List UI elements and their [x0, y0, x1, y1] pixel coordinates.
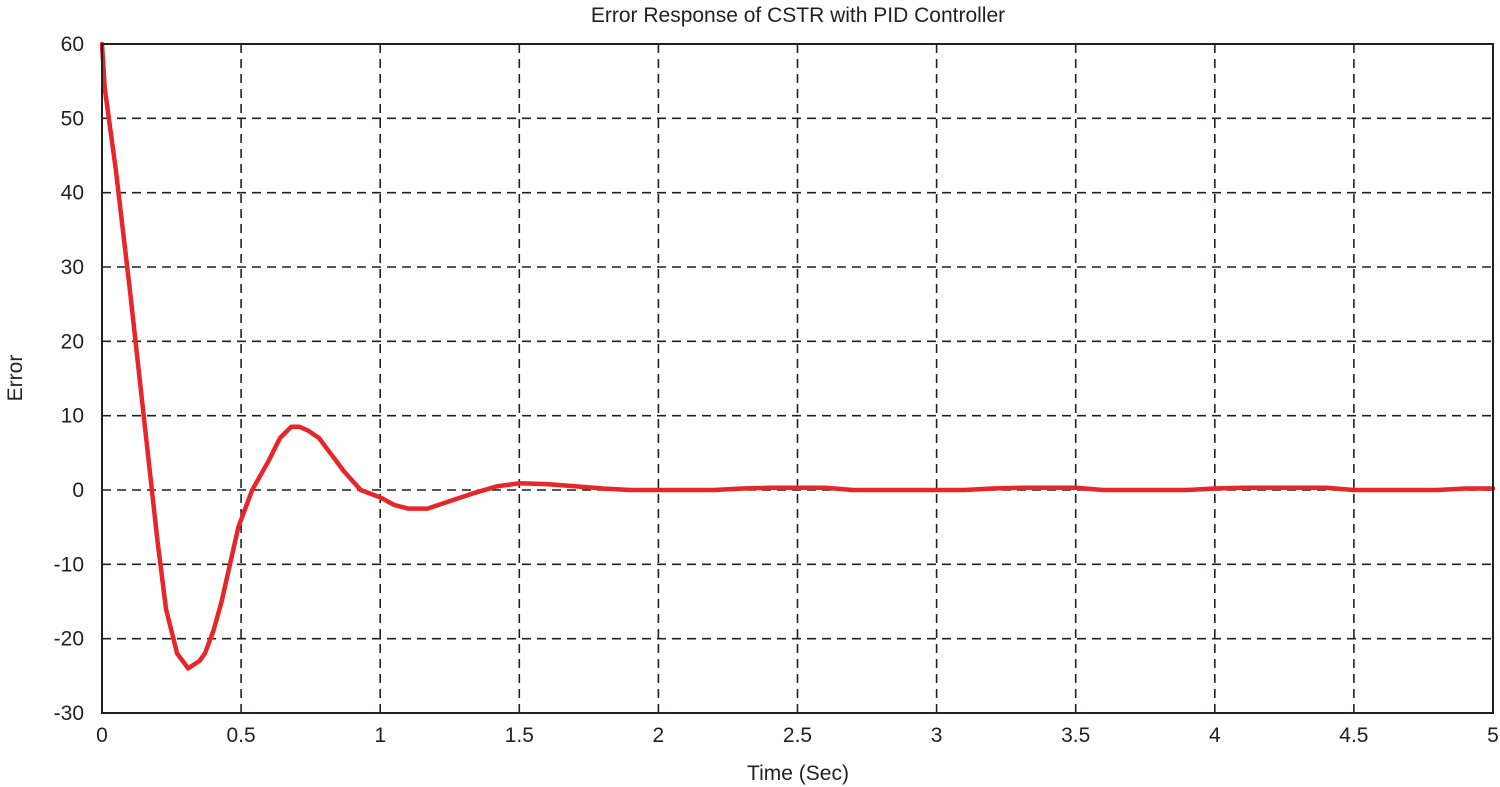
x-tick-label: 4.5	[1339, 724, 1368, 747]
x-tick-label: 4	[1209, 724, 1221, 747]
x-tick-label: 0.5	[226, 724, 255, 747]
y-tick-label: -30	[54, 702, 84, 725]
grid-lines	[102, 44, 1493, 713]
y-tick-label: 0	[72, 479, 84, 502]
y-tick-label: 30	[61, 256, 84, 279]
y-tick-label: -10	[54, 553, 84, 576]
chart-title: Error Response of CSTR with PID Controll…	[591, 4, 1005, 27]
y-ticks: -30 -20 -10 0 10 20 30 40 50 60	[54, 33, 84, 725]
x-tick-label: 5	[1487, 724, 1499, 747]
x-tick-label: 0	[96, 724, 108, 747]
plot-frame	[101, 43, 1494, 714]
series-line-0	[99, 41, 1496, 671]
x-tick-label: 3.5	[1061, 724, 1090, 747]
y-axis-label: Error	[4, 355, 27, 402]
y-tick-label: 40	[61, 182, 84, 205]
y-tick-label: 60	[61, 33, 84, 56]
y-tick-label: 50	[61, 107, 84, 130]
series-layer	[99, 41, 1496, 671]
x-tick-label: 1.5	[505, 724, 534, 747]
y-tick-label: 20	[61, 330, 84, 353]
x-axis-label: Time (Sec)	[747, 762, 849, 785]
x-tick-label: 2.5	[783, 724, 812, 747]
x-tick-label: 1	[374, 724, 386, 747]
y-tick-label: 10	[61, 405, 84, 428]
x-tick-label: 3	[931, 724, 943, 747]
x-tick-label: 2	[653, 724, 665, 747]
x-ticks: 0 0.5 1 1.5 2 2.5 3 3.5 4 4.5 5	[96, 724, 1499, 747]
y-tick-label: -20	[54, 628, 84, 651]
